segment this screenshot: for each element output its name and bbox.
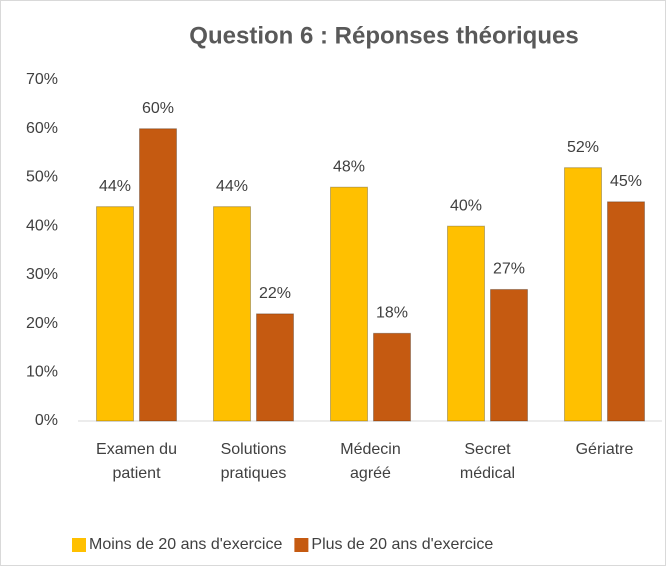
legend-label: Plus de 20 ans d'exercice bbox=[311, 536, 493, 553]
data-label: 48% bbox=[333, 158, 365, 175]
data-label: 45% bbox=[610, 173, 642, 190]
bar bbox=[256, 313, 294, 422]
x-tick-label: Médecin agréé bbox=[340, 441, 401, 482]
x-tick-label: Secret médical bbox=[459, 441, 516, 482]
data-label: 52% bbox=[567, 139, 599, 156]
bar bbox=[607, 201, 645, 422]
y-tick-label: 50% bbox=[26, 169, 58, 186]
bar bbox=[96, 206, 134, 422]
data-label: 44% bbox=[99, 178, 131, 195]
bar bbox=[447, 225, 485, 422]
data-label: 44% bbox=[216, 178, 248, 195]
legend-swatch bbox=[72, 538, 86, 552]
x-tick-label: Solutions pratiques bbox=[220, 441, 287, 482]
y-tick-label: 10% bbox=[26, 364, 58, 381]
y-tick-label: 0% bbox=[35, 412, 58, 429]
y-tick-label: 70% bbox=[26, 71, 58, 88]
data-label: 40% bbox=[450, 197, 482, 214]
legend-swatch bbox=[294, 538, 309, 552]
data-label: 60% bbox=[142, 100, 174, 117]
y-tick-label: 40% bbox=[26, 217, 58, 234]
data-label: 18% bbox=[376, 305, 408, 322]
bar bbox=[139, 128, 177, 422]
bar bbox=[490, 288, 528, 422]
data-label: 22% bbox=[259, 285, 291, 302]
legend-label: Moins de 20 ans d'exercice bbox=[89, 536, 282, 553]
y-tick-label: 60% bbox=[26, 120, 58, 137]
chart-title: Question 6 : Réponses théoriques bbox=[189, 22, 578, 49]
x-tick-label: Examen du patient bbox=[96, 441, 177, 482]
bar bbox=[330, 186, 368, 422]
x-tick-label: Gériatre bbox=[575, 441, 634, 458]
y-tick-label: 20% bbox=[26, 315, 58, 332]
bar bbox=[373, 332, 411, 422]
bar bbox=[213, 206, 251, 422]
data-label: 27% bbox=[493, 261, 525, 278]
bar bbox=[564, 167, 602, 422]
y-tick-label: 30% bbox=[26, 266, 58, 283]
